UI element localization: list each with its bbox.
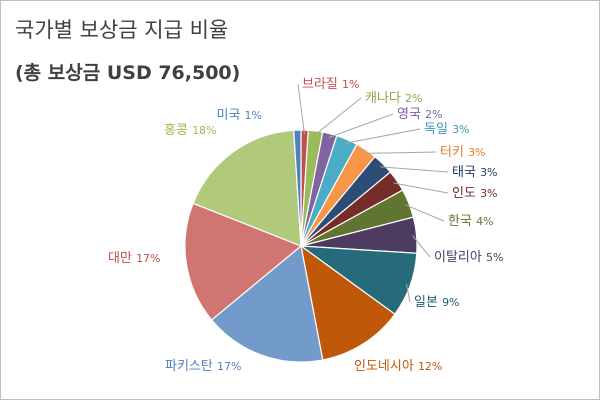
slice-label: 영국 2% [397,107,443,122]
slice-label-percent: 12% [418,360,442,373]
slice-label-name: 독일 [424,122,452,137]
leader-line [314,97,362,136]
slice-label: 인도네시아 12% [354,359,442,374]
slice-label-name: 일본 [414,295,442,310]
leader-line [404,204,445,222]
slice-label: 터키 3% [440,145,486,160]
slice-label: 대만 17% [108,251,161,266]
slice-label-percent: 3% [452,123,469,136]
leader-line [412,235,431,258]
slice-label: 캐나다 2% [365,91,422,106]
slice-label-name: 인도네시아 [354,359,418,374]
leader-line [393,182,449,194]
slice-label: 브라질 1% [302,77,359,92]
slice-label-name: 터키 [440,145,468,160]
chart-title: 국가별 보상금 지급 비율 [15,18,229,42]
slice-label-percent: 4% [476,215,493,228]
slice-label-percent: 3% [480,187,497,200]
slice-label-percent: 3% [468,146,485,159]
slice-label-percent: 5% [486,251,503,264]
leader-line [328,113,394,138]
slice-label-percent: 17% [136,252,160,265]
slice-label: 독일 3% [424,122,470,137]
slice-label-percent: 9% [442,296,459,309]
slice-label: 태국 3% [452,165,498,180]
pie-slice-slice-10 [300,244,396,361]
chart-subtitle: (총 보상금 USD 76,500) [15,62,241,84]
slice-label: 이탈리아 5% [434,250,503,265]
slice-label: 파키스탄 17% [165,359,241,374]
slice-label-name: 한국 [448,214,476,229]
slice-label: 한국 4% [448,214,494,229]
leader-line [405,283,411,303]
slice-label-name: 대만 [108,251,136,266]
slice-label-percent: 17% [217,360,241,373]
slice-label-percent: 1% [342,78,359,91]
leader-line [380,166,449,173]
leader-line [297,83,305,135]
slice-label: 일본 9% [414,295,460,310]
slice-label-name: 영국 [397,107,425,122]
slice-label-percent: 18% [192,124,216,137]
leader-line [345,128,421,144]
slice-label-name: 미국 [216,108,244,123]
slice-label-name: 브라질 [302,77,342,92]
pie-slice-slice-12 [184,202,303,321]
slice-label-name: 인도 [452,186,480,201]
slice-label-percent: 2% [405,92,422,105]
slice-label-percent: 1% [245,109,262,122]
slice-label: 미국 1% [216,108,262,123]
slice-label-name: 태국 [452,165,480,180]
pie-slice-slice-14 [293,129,302,247]
slice-label-name: 이탈리아 [434,250,486,265]
slice-label-name: 캐나다 [365,91,405,106]
slice-label-name: 파키스탄 [165,359,217,374]
slice-label-name: 홍콩 [164,123,192,138]
slice-label: 인도 3% [452,186,498,201]
slice-label: 홍콩 18% [164,123,217,138]
slice-label-percent: 2% [425,108,442,121]
pie-slice-slice-11 [210,244,324,363]
leader-line [363,151,437,154]
pie-slice-slice-13 [192,129,302,247]
slice-label-percent: 3% [480,166,497,179]
